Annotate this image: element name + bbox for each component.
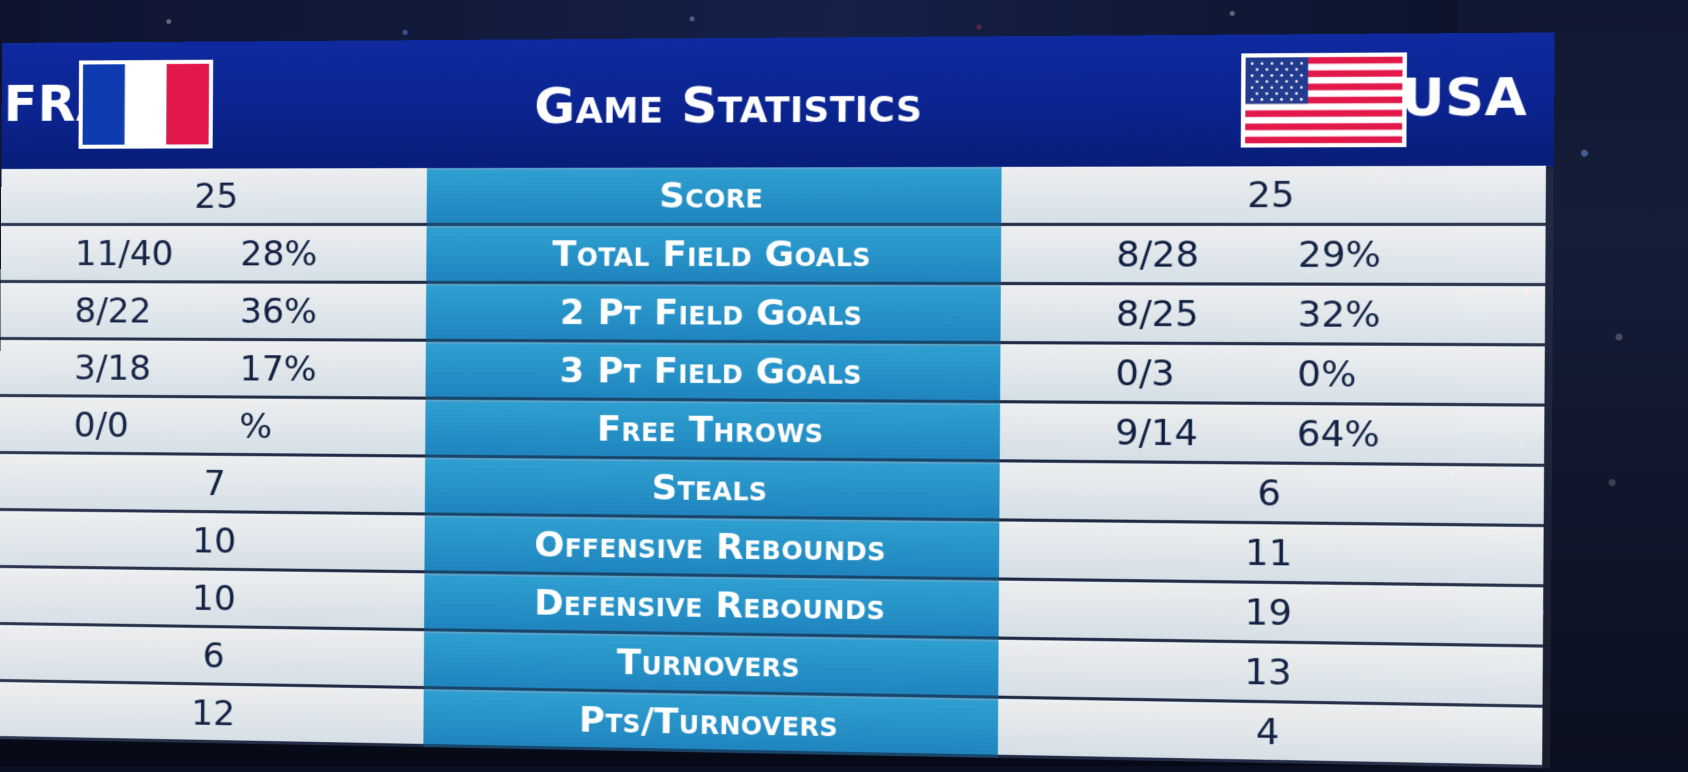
turnovers-label-cell: Turnovers xyxy=(424,631,999,699)
stats-table: 25 Score 25 11/40 28% Total Field Goals xyxy=(0,166,1554,772)
left-steals-cell: 7 xyxy=(0,454,433,516)
board-header: FRA Game Statistics xyxy=(1,32,1554,170)
left-defensive-rebounds-value: 10 xyxy=(192,581,236,616)
left-3pt-field-goals-made: 3/18 xyxy=(74,351,151,386)
left-free-throws-made: 0/0 xyxy=(74,408,129,443)
left-total-field-goals-cell: 11/40 28% xyxy=(1,226,435,284)
stat-row-total-field-goals: 11/40 28% Total Field Goals 8/28 29% xyxy=(1,226,1554,286)
points-per-turnovers-label: Pts/Turnovers xyxy=(579,703,838,742)
steals-label: Steals xyxy=(651,471,767,507)
left-3pt-field-goals-pct: 17% xyxy=(240,352,317,387)
usa-flag-icon xyxy=(1241,52,1407,147)
stat-row-2pt-field-goals: 8/22 36% 2 Pt Field Goals 8/25 32% xyxy=(0,283,1553,346)
right-team-code: USA xyxy=(1400,72,1527,124)
left-free-throws-cell: 0/0 % xyxy=(0,397,434,458)
free-throws-label: Free Throws xyxy=(597,412,824,449)
2pt-field-goals-label-cell: 2 Pt Field Goals xyxy=(426,284,1001,344)
3pt-field-goals-label-cell: 3 Pt Field Goals xyxy=(426,342,1001,403)
defensive-rebounds-label: Defensive Rebounds xyxy=(534,586,885,626)
right-score-cell: 25 xyxy=(1001,166,1546,226)
stat-row-score: 25 Score 25 xyxy=(1,166,1554,226)
right-free-throws-made: 9/14 xyxy=(1115,415,1198,451)
left-3pt-field-goals-cell: 3/18 17% xyxy=(0,340,434,400)
right-steals-cell: 6 xyxy=(999,462,1544,527)
right-total-field-goals-pair: 8/28 29% xyxy=(1001,228,1546,283)
3pt-field-goals-label: 3 Pt Field Goals xyxy=(560,354,863,390)
left-2pt-field-goals-pair: 8/22 36% xyxy=(0,285,434,339)
right-offensive-rebounds-cell: 11 xyxy=(999,521,1544,587)
left-free-throws-pair: 0/0 % xyxy=(0,399,434,455)
left-2pt-field-goals-cell: 8/22 36% xyxy=(0,283,434,342)
offensive-rebounds-label: Offensive Rebounds xyxy=(534,528,886,567)
2pt-field-goals-label: 2 Pt Field Goals xyxy=(560,295,863,331)
right-steals-value: 6 xyxy=(1257,476,1281,512)
right-turnovers-value: 13 xyxy=(1244,655,1292,691)
left-total-field-goals-pct: 28% xyxy=(240,237,317,271)
left-total-field-goals-made: 11/40 xyxy=(75,237,174,271)
defensive-rebounds-label-cell: Defensive Rebounds xyxy=(424,573,999,639)
right-turnovers-cell: 13 xyxy=(998,640,1543,708)
right-defensive-rebounds-cell: 19 xyxy=(999,581,1544,648)
score-label: Score xyxy=(659,179,763,214)
left-points-per-turnovers-value: 12 xyxy=(191,696,235,731)
left-steals-value: 7 xyxy=(204,467,226,501)
right-3pt-field-goals-pair: 0/3 0% xyxy=(1000,346,1545,403)
right-3pt-field-goals-made: 0/3 xyxy=(1115,356,1175,392)
right-defensive-rebounds-value: 19 xyxy=(1245,595,1293,631)
turnovers-label: Turnovers xyxy=(617,645,800,683)
left-offensive-rebounds-value: 10 xyxy=(192,524,236,559)
right-points-per-turnovers-cell: 4 xyxy=(998,699,1543,768)
stats-board: FRA Game Statistics xyxy=(0,32,1555,772)
left-turnovers-value: 6 xyxy=(202,639,224,674)
left-2pt-field-goals-pct: 36% xyxy=(240,295,317,330)
left-total-field-goals-pair: 11/40 28% xyxy=(1,228,435,281)
right-free-throws-cell: 9/14 64% xyxy=(1000,403,1545,467)
right-total-field-goals-pct: 29% xyxy=(1298,237,1381,273)
right-2pt-field-goals-cell: 8/25 32% xyxy=(1000,285,1545,346)
right-2pt-field-goals-made: 8/25 xyxy=(1116,297,1199,333)
left-turnovers-cell: 6 xyxy=(0,625,432,689)
score-label-cell: Score xyxy=(427,167,1002,226)
right-points-per-turnovers-value: 4 xyxy=(1256,715,1280,751)
left-3pt-field-goals-pair: 3/18 17% xyxy=(0,342,434,397)
right-score-value: 25 xyxy=(1247,178,1295,214)
left-offensive-rebounds-cell: 10 xyxy=(0,511,433,573)
right-3pt-field-goals-pct: 0% xyxy=(1297,357,1356,393)
total-field-goals-label-cell: Total Field Goals xyxy=(426,226,1001,285)
right-total-field-goals-made: 8/28 xyxy=(1116,237,1199,273)
left-points-per-turnovers-cell: 12 xyxy=(0,682,432,747)
france-flag-icon xyxy=(79,60,214,149)
right-2pt-field-goals-pct: 32% xyxy=(1297,297,1380,333)
right-2pt-field-goals-pair: 8/25 32% xyxy=(1000,287,1545,343)
right-total-field-goals-cell: 8/28 29% xyxy=(1001,226,1546,286)
total-field-goals-label: Total Field Goals xyxy=(552,237,871,272)
left-free-throws-pct: % xyxy=(239,410,272,445)
right-free-throws-pair: 9/14 64% xyxy=(1000,405,1545,463)
stat-row-3pt-field-goals: 3/18 17% 3 Pt Field Goals 0/3 0% xyxy=(0,340,1553,407)
steals-label-cell: Steals xyxy=(425,458,1000,522)
right-offensive-rebounds-value: 11 xyxy=(1245,536,1293,572)
page-title: Game Statistics xyxy=(492,80,966,131)
right-free-throws-pct: 64% xyxy=(1297,417,1380,453)
left-score-cell: 25 xyxy=(1,168,435,226)
free-throws-label-cell: Free Throws xyxy=(425,400,1000,463)
left-defensive-rebounds-cell: 10 xyxy=(0,568,433,631)
left-score-value: 25 xyxy=(194,180,238,214)
right-3pt-field-goals-cell: 0/3 0% xyxy=(1000,344,1545,407)
offensive-rebounds-label-cell: Offensive Rebounds xyxy=(424,515,999,580)
left-2pt-field-goals-made: 8/22 xyxy=(74,294,151,328)
points-per-turnovers-label-cell: Pts/Turnovers xyxy=(423,689,998,758)
